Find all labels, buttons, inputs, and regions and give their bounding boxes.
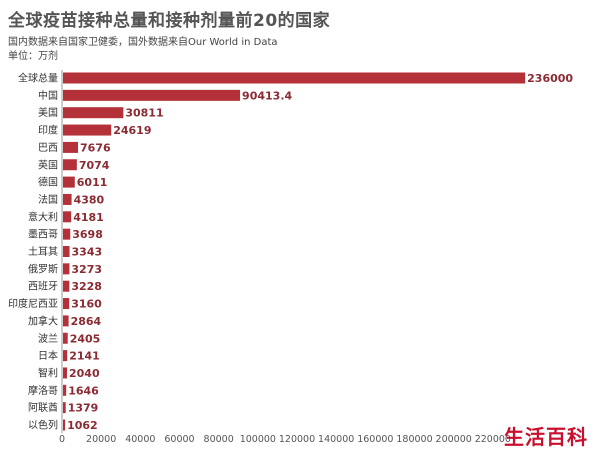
- value-label: 2864: [71, 315, 102, 328]
- bar: [63, 159, 77, 171]
- value-label: 4380: [74, 193, 105, 206]
- x-tick-label: 40000: [125, 434, 155, 445]
- value-label: 2405: [70, 332, 101, 345]
- x-tick-label: 220000: [475, 434, 511, 445]
- value-label: 1646: [68, 384, 99, 397]
- category-label: 中国: [38, 89, 58, 102]
- value-label: 3273: [71, 263, 102, 276]
- bar: [63, 263, 70, 275]
- category-label: 意大利: [28, 210, 58, 223]
- bar: [63, 193, 72, 205]
- bar: [63, 141, 79, 153]
- x-tick-label: 80000: [204, 434, 234, 445]
- value-label: 24619: [113, 124, 151, 137]
- category-label: 德国: [38, 176, 58, 189]
- category-label: 墨西哥: [28, 229, 58, 241]
- category-label: 土耳其: [28, 245, 58, 258]
- bar: [63, 332, 68, 344]
- value-label: 30811: [125, 107, 163, 120]
- bar: [63, 298, 70, 310]
- category-label: 全球总量: [18, 72, 58, 85]
- chart-subtitle: 国内数据来自国家卫健委，国外数据来自Our World in Data: [8, 37, 278, 48]
- category-label: 阿联酋: [28, 401, 58, 414]
- value-label: 3343: [72, 246, 103, 259]
- bar: [63, 419, 66, 431]
- bar: [63, 315, 69, 327]
- bar: [63, 124, 112, 136]
- value-label: 7676: [80, 141, 111, 154]
- bar: [63, 402, 66, 414]
- category-label: 美国: [38, 106, 58, 119]
- category-label: 英国: [38, 158, 58, 171]
- x-tick-label: 20000: [86, 434, 116, 445]
- bar: [63, 246, 70, 257]
- category-label: 日本: [38, 349, 58, 362]
- category-label: 加拿大: [28, 314, 58, 327]
- value-label: 3228: [71, 280, 102, 293]
- watermark-logo: 生活百科: [504, 425, 588, 449]
- category-label: 印度: [38, 124, 58, 137]
- unit-label: 单位：万剂: [8, 51, 58, 62]
- category-label: 智利: [38, 366, 58, 379]
- value-label: 4181: [73, 211, 104, 224]
- category-label: 俄罗斯: [28, 262, 58, 275]
- value-label: 1379: [68, 402, 99, 415]
- bar: [63, 211, 72, 223]
- x-tick-label: 60000: [164, 434, 194, 445]
- value-label: 6011: [77, 176, 108, 189]
- category-label: 波兰: [38, 332, 58, 345]
- bar: [63, 367, 67, 379]
- category-label: 巴西: [38, 142, 58, 154]
- bar: [63, 228, 71, 240]
- bar: [63, 280, 70, 292]
- value-label: 3160: [71, 298, 102, 311]
- chart-title: 全球疫苗接种总量和接种剂量前20的国家: [8, 11, 331, 31]
- category-label: 法国: [38, 193, 58, 206]
- bar: [63, 350, 68, 362]
- x-tick-label: 200000: [436, 434, 472, 445]
- value-label: 7074: [79, 159, 110, 172]
- value-label: 2040: [69, 367, 100, 380]
- x-tick-label: 140000: [318, 434, 354, 445]
- bar: [63, 176, 75, 188]
- bar: [63, 89, 241, 101]
- value-label: 236000: [527, 72, 573, 85]
- value-label: 2141: [69, 350, 100, 363]
- x-tick-label: 160000: [357, 434, 393, 445]
- x-tick-label: 0: [59, 434, 65, 445]
- bar: [63, 107, 124, 119]
- category-label: 摩洛哥: [28, 384, 58, 397]
- bar: [63, 384, 67, 396]
- x-tick-label: 100000: [240, 434, 276, 445]
- value-label: 1062: [67, 419, 98, 432]
- bar: [63, 72, 526, 84]
- x-tick-label: 120000: [279, 434, 315, 445]
- value-label: 90413.4: [242, 89, 292, 102]
- category-label: 印度尼西亚: [8, 297, 58, 310]
- value-label: 3698: [72, 228, 103, 241]
- x-tick-label: 180000: [396, 434, 432, 445]
- category-label: 西班牙: [28, 281, 58, 293]
- category-label: 以色列: [28, 419, 58, 432]
